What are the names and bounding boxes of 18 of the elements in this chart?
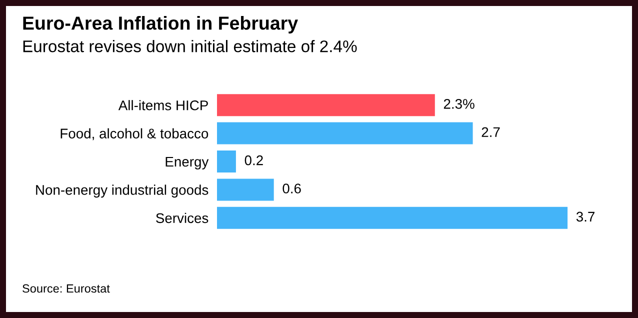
bar: [217, 206, 568, 229]
y-tick-label: All-items HICP: [118, 100, 208, 110]
chart-subtitle: Eurostat revises down initial estimate of 2.4%: [23, 40, 357, 52]
y-tick-label: Energy: [166, 156, 209, 170]
bar: [217, 94, 435, 116]
y-tick-label: Food, alcohol & tobacco: [60, 128, 208, 140]
data-label: 3.7: [576, 212, 594, 222]
data-label: 2.7: [482, 127, 500, 137]
y-tick-label: Non-energy industrial goods: [36, 184, 208, 198]
source-note: Source: Eurostat: [22, 284, 110, 293]
bar: [217, 122, 473, 144]
data-label: 2.3%: [444, 98, 474, 109]
bar: [217, 178, 274, 201]
chart-title: Euro-Area Inflation in February: [23, 16, 298, 34]
data-label: 0.2: [244, 155, 263, 166]
bar: [217, 150, 236, 172]
data-label: 0.6: [282, 184, 301, 194]
y-tick-label: Services: [156, 212, 208, 224]
